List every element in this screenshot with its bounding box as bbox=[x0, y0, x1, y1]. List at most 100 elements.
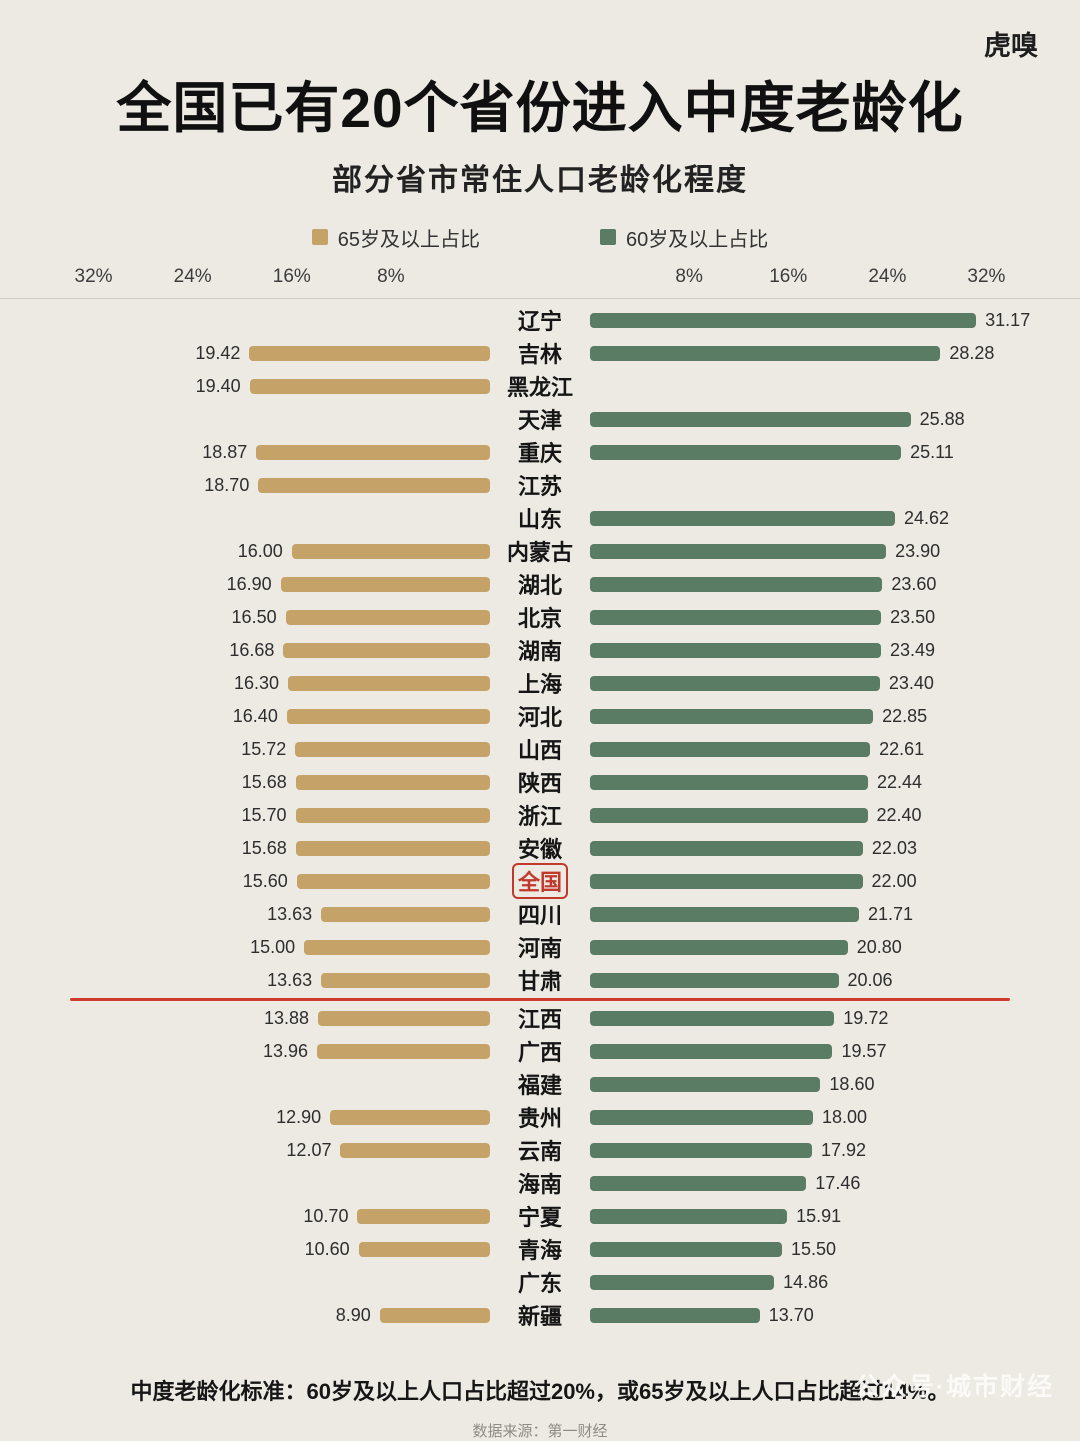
bar-60plus bbox=[590, 1076, 821, 1092]
province-cell: 广西 bbox=[490, 1035, 590, 1067]
legend-label-60plus: 60岁及以上占比 bbox=[626, 228, 769, 251]
province-cell: 内蒙古 bbox=[490, 535, 590, 567]
bar-65plus bbox=[285, 609, 490, 625]
bar-60plus bbox=[590, 873, 863, 889]
chart-row: 福建 18.60 bbox=[44, 1068, 1036, 1101]
left-value: 13.96 bbox=[263, 1040, 309, 1061]
bar-65plus bbox=[286, 708, 490, 724]
watermark: 公众号·城市财经 bbox=[854, 1373, 1054, 1401]
right-bar-zone: 28.28 bbox=[590, 343, 1036, 364]
province-label: 重庆 bbox=[517, 441, 562, 466]
province-label: 湖北 bbox=[517, 573, 562, 598]
province-label: 湖南 bbox=[517, 639, 562, 664]
right-bar-zone: 23.40 bbox=[590, 673, 1036, 694]
left-value: 15.68 bbox=[241, 771, 287, 792]
bar-65plus bbox=[249, 345, 490, 361]
bar-65plus bbox=[283, 642, 490, 658]
chart-row: 13.63 四川 21.71 bbox=[44, 898, 1036, 931]
province-cell: 新疆 bbox=[490, 1299, 590, 1331]
province-label: 甘肃 bbox=[517, 969, 562, 994]
left-value: 15.68 bbox=[241, 837, 287, 858]
legend-swatch-65plus-icon bbox=[311, 229, 328, 245]
left-value: 12.90 bbox=[276, 1106, 322, 1127]
bar-65plus bbox=[295, 840, 490, 856]
right-value: 14.86 bbox=[783, 1271, 829, 1292]
bar-65plus bbox=[256, 444, 490, 460]
bar-65plus bbox=[291, 543, 490, 559]
province-cell: 河南 bbox=[490, 931, 590, 963]
chart-row: 16.00 内蒙古 23.90 bbox=[44, 535, 1036, 568]
left-bar-zone: 15.72 bbox=[44, 739, 490, 760]
province-label: 江苏 bbox=[517, 474, 562, 499]
left-value: 8.90 bbox=[335, 1304, 371, 1325]
axis-tick: 8% bbox=[377, 265, 405, 287]
chart-row: 13.88 江西 19.72 bbox=[44, 1002, 1036, 1035]
x-axis: 8% 16% 24% 32% 8% 16% 24% 32% bbox=[0, 265, 1080, 299]
bar-60plus bbox=[590, 741, 871, 757]
right-value: 23.90 bbox=[895, 540, 941, 561]
left-bar-zone: 15.68 bbox=[44, 838, 490, 859]
left-value: 13.88 bbox=[264, 1007, 310, 1028]
left-bar-zone: 12.90 bbox=[44, 1107, 490, 1128]
bar-65plus bbox=[280, 576, 490, 592]
chart-row: 15.60 全国 22.00 bbox=[44, 863, 1036, 899]
chart-row: 16.50 北京 23.50 bbox=[44, 601, 1036, 634]
province-label: 贵州 bbox=[517, 1106, 562, 1131]
left-value: 19.42 bbox=[195, 342, 241, 363]
bar-60plus bbox=[590, 840, 863, 856]
huxiu-logo: 虎嗅 bbox=[984, 31, 1038, 62]
bar-65plus bbox=[295, 741, 490, 757]
bar-65plus bbox=[358, 1241, 490, 1257]
right-value: 21.71 bbox=[867, 903, 913, 924]
bar-60plus bbox=[590, 1109, 813, 1125]
bar-65plus bbox=[249, 378, 490, 394]
bar-60plus bbox=[590, 774, 868, 790]
chart-row: 辽宁 31.17 bbox=[44, 304, 1036, 337]
chart-row: 12.90 贵州 18.00 bbox=[44, 1101, 1036, 1134]
left-bar-zone: 15.68 bbox=[44, 772, 490, 793]
right-bar-zone: 19.57 bbox=[590, 1041, 1036, 1062]
right-bar-zone: 22.61 bbox=[590, 739, 1036, 760]
province-label: 福建 bbox=[517, 1073, 562, 1098]
right-axis-ticks: 8% 16% 24% 32% bbox=[590, 266, 1036, 292]
province-label: 青海 bbox=[517, 1238, 562, 1263]
right-bar-zone: 13.70 bbox=[590, 1305, 1036, 1326]
right-bar-zone: 22.00 bbox=[590, 871, 1036, 892]
right-bar-zone: 15.91 bbox=[590, 1206, 1036, 1227]
bar-60plus bbox=[590, 1307, 760, 1323]
right-value: 23.40 bbox=[888, 672, 934, 693]
right-bar-zone: 14.86 bbox=[590, 1272, 1036, 1293]
left-bar-zone: 12.07 bbox=[44, 1140, 490, 1161]
chart-row: 15.68 安徽 22.03 bbox=[44, 832, 1036, 865]
left-bar-zone: 15.60 bbox=[44, 871, 490, 892]
right-value: 22.03 bbox=[871, 837, 917, 858]
right-bar-zone: 22.40 bbox=[590, 805, 1036, 826]
left-value: 10.60 bbox=[304, 1238, 350, 1259]
bar-65plus bbox=[295, 807, 490, 823]
left-bar-zone: 16.00 bbox=[44, 541, 490, 562]
right-bar-zone: 20.06 bbox=[590, 970, 1036, 991]
chart-row: 10.60 青海 15.50 bbox=[44, 1233, 1036, 1266]
left-bar-zone: 16.90 bbox=[44, 574, 490, 595]
province-cell: 河北 bbox=[490, 700, 590, 732]
province-cell: 上海 bbox=[490, 667, 590, 699]
data-source: 数据来源：第一财经 bbox=[472, 1422, 608, 1440]
right-bar-zone: 24.62 bbox=[590, 508, 1036, 529]
chart-row: 16.40 河北 22.85 bbox=[44, 700, 1036, 733]
left-bar-zone: 18.70 bbox=[44, 475, 490, 496]
left-bar-zone: 18.87 bbox=[44, 442, 490, 463]
province-cell: 江西 bbox=[490, 1002, 590, 1034]
left-bar-zone: 15.00 bbox=[44, 937, 490, 958]
right-value: 25.11 bbox=[910, 441, 954, 462]
left-value: 10.70 bbox=[303, 1205, 349, 1226]
right-value: 22.40 bbox=[876, 804, 922, 825]
bar-60plus bbox=[590, 1142, 812, 1158]
bar-65plus bbox=[304, 939, 490, 955]
bar-65plus bbox=[379, 1307, 490, 1323]
province-label: 江西 bbox=[517, 1007, 562, 1032]
left-bar-zone: 19.40 bbox=[44, 376, 490, 397]
province-label: 四川 bbox=[517, 903, 562, 928]
bar-60plus bbox=[590, 1175, 807, 1191]
right-value: 17.92 bbox=[821, 1139, 867, 1160]
axis-tick: 16% bbox=[272, 265, 311, 287]
